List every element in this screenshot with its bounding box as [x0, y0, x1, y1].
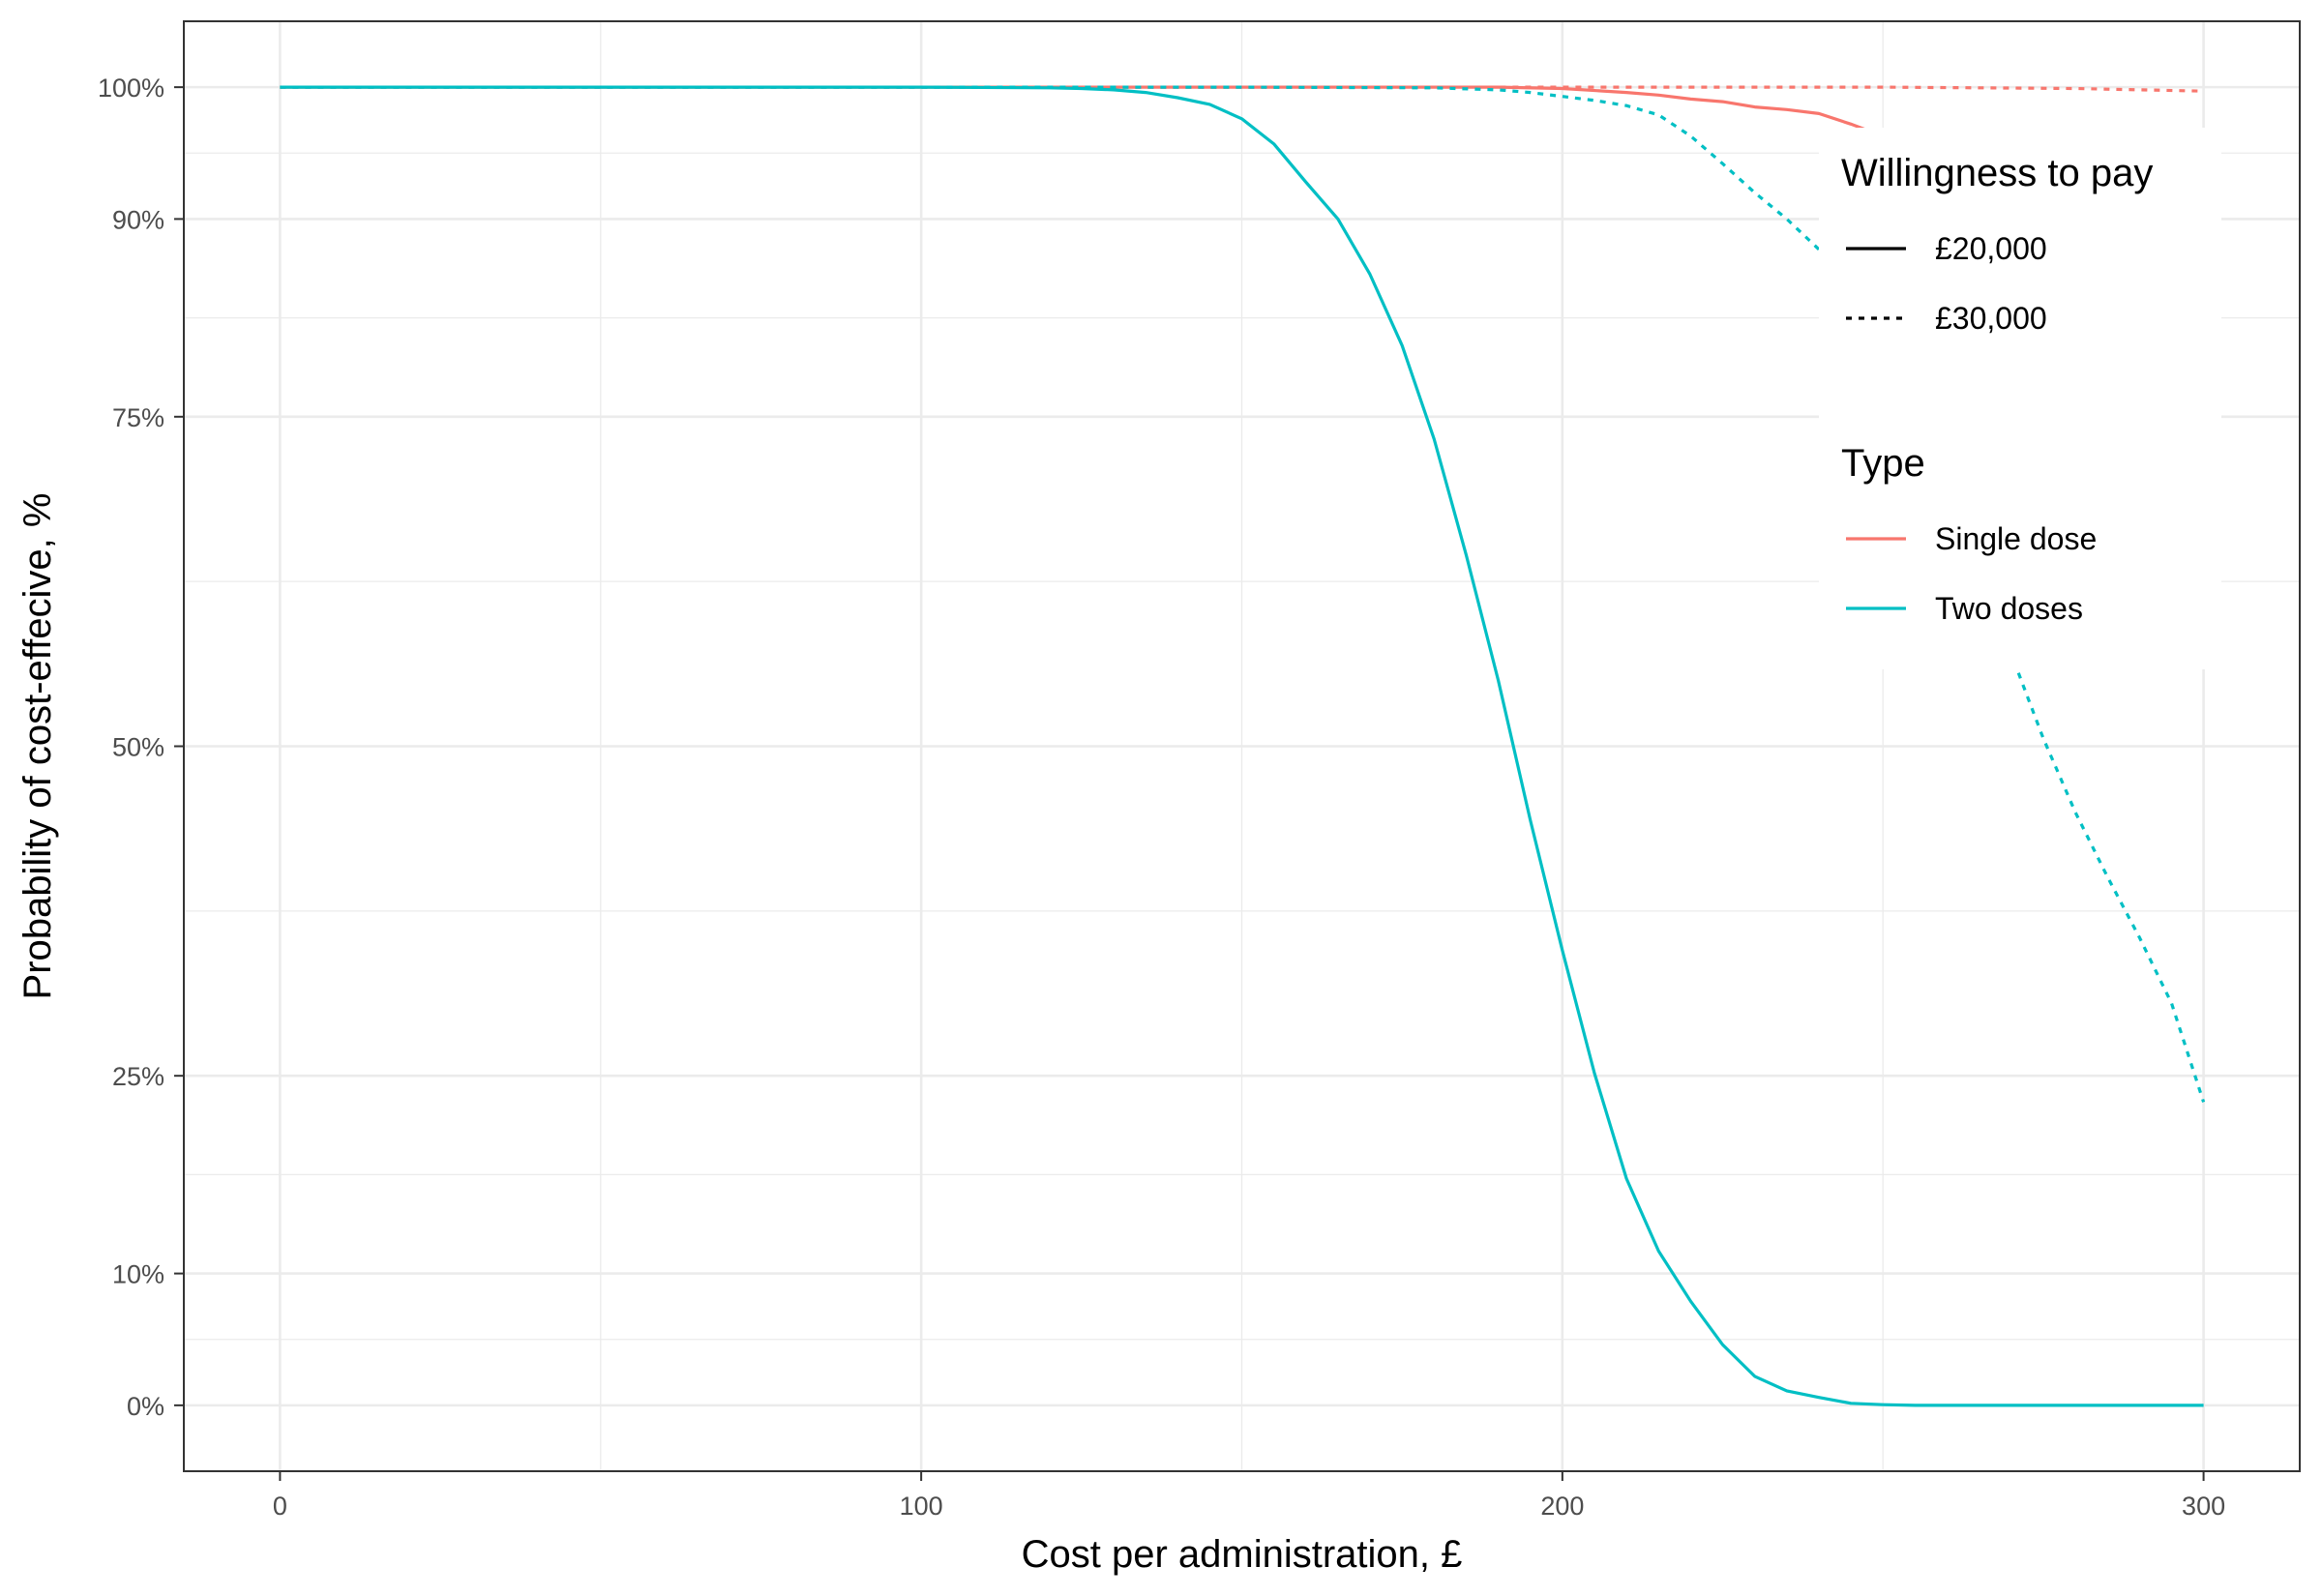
legend-label-wtp: £30,000 [1935, 301, 2047, 336]
y-tick-label: 90% [112, 205, 164, 234]
legend-title-willingness: Willingness to pay [1841, 152, 2153, 194]
x-tick-label: 200 [1540, 1492, 1584, 1521]
y-tick-label: 0% [127, 1392, 164, 1421]
x-tick-label: 0 [273, 1492, 287, 1521]
axis-ticks [174, 86, 2205, 1481]
legend-title-type: Type [1841, 442, 1925, 485]
axis-tick-labels: 0 100 200 300 0% 10% 25% 50% 75% 90% 100% [98, 74, 2225, 1521]
y-tick-label: 50% [112, 733, 164, 762]
y-tick-label: 10% [112, 1260, 164, 1289]
x-tick-label: 300 [2182, 1492, 2225, 1521]
y-tick-label: 100% [98, 74, 164, 103]
legend-background [1819, 128, 2221, 669]
series-line-two-doses-20000 [280, 85, 2204, 1407]
legend-label-type: Two doses [1935, 591, 2083, 626]
x-tick-label: 100 [900, 1492, 943, 1521]
y-tick-label: 75% [112, 403, 164, 432]
legend-label-wtp: £20,000 [1935, 231, 2047, 266]
legend-label-type: Single dose [1935, 521, 2097, 556]
y-tick-label: 25% [112, 1062, 164, 1091]
y-axis-title: Probability of cost-effecive, % [16, 493, 59, 1000]
x-axis-title: Cost per administration, £ [1022, 1533, 1463, 1576]
legend: Willingness to pay £20,000 £30,000 Type Sing… [1819, 128, 2221, 669]
